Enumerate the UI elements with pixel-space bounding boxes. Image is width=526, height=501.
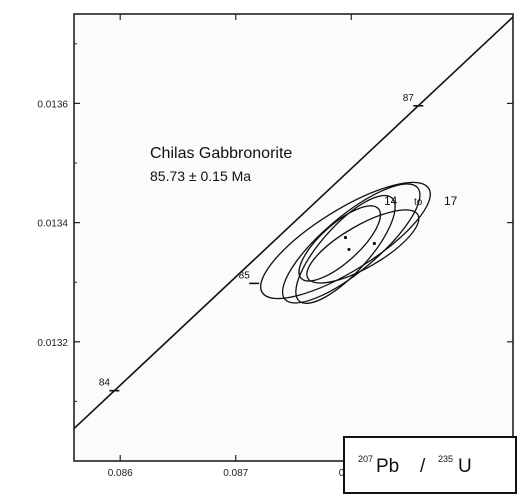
data-point — [347, 247, 351, 252]
age-label: 87 — [403, 93, 415, 104]
concordia-line — [73, 16, 514, 430]
y-tick-label: 0.0136 — [37, 99, 68, 110]
range-from: 14 — [384, 194, 398, 208]
concordia-curve: 84 85 87 — [73, 16, 514, 430]
xlabel-elem-a: Pb — [376, 456, 399, 477]
xlabel-mass-b: 235 — [438, 454, 453, 464]
xlabel-separator: / — [420, 456, 426, 477]
x-tick-label: 0.087 — [223, 468, 248, 479]
xlabel-elem-b: U — [458, 456, 472, 477]
data-markers — [343, 235, 376, 252]
y-tick-label: 0.0134 — [37, 219, 68, 230]
age-label: 84 — [99, 378, 111, 389]
error-ellipse — [298, 205, 382, 282]
error-ellipse — [295, 194, 396, 304]
x-tick-label: 0.086 — [108, 468, 133, 479]
plot-area — [73, 13, 514, 462]
range-sep: to — [414, 197, 423, 208]
age-label: 85 — [239, 270, 251, 281]
range-label: 14 to 17 — [384, 194, 458, 208]
range-to: 17 — [444, 194, 458, 208]
error-ellipse — [306, 209, 420, 284]
error-ellipse — [281, 183, 421, 304]
plot-frame — [73, 13, 514, 462]
x-axis-label-frame — [343, 436, 517, 494]
data-point — [343, 235, 348, 240]
x-axis-label-box: 207 Pb / 235 U — [343, 436, 517, 494]
data-point — [372, 241, 376, 246]
error-ellipses — [260, 181, 431, 304]
chart-title: Chilas Gabbronorite — [150, 145, 292, 162]
chart-subtitle: 85.73 ± 0.15 Ma — [150, 168, 251, 184]
xlabel-mass-a: 207 — [358, 454, 373, 464]
y-tick-label: 0.0132 — [37, 338, 68, 349]
